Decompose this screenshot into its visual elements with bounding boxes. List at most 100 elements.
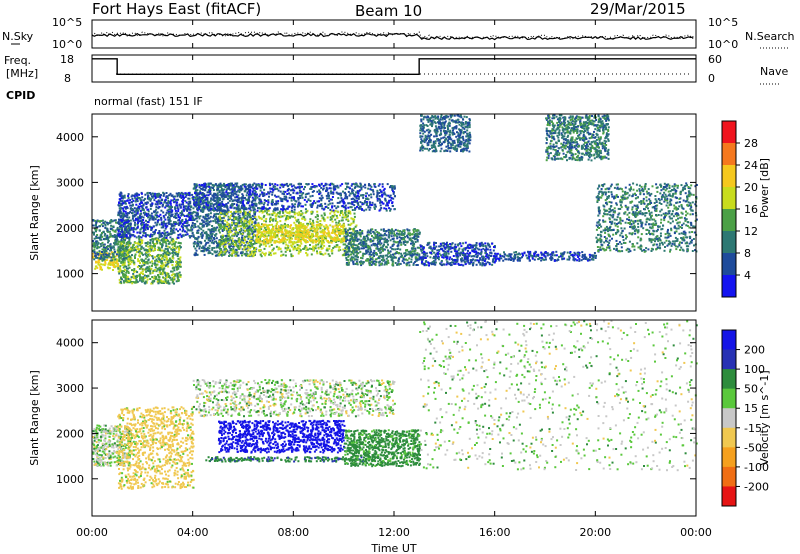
- echo-cell: [159, 243, 162, 246]
- echo-cell: [111, 252, 114, 255]
- echo-cell: [235, 216, 238, 219]
- echo-cell: [245, 208, 248, 211]
- echo-cell: [178, 265, 181, 268]
- echo-cell: [110, 224, 113, 227]
- echo-cell: [125, 221, 128, 224]
- echo-cell: [234, 182, 237, 185]
- echo-cell: [160, 268, 163, 271]
- echo-cell: [130, 276, 133, 279]
- echo-cell: [315, 224, 318, 226]
- echo-cell: [293, 213, 296, 216]
- echo-cell: [272, 228, 275, 231]
- echo-cell: [155, 258, 158, 261]
- echo-cell: [174, 200, 177, 203]
- echo-cell: [284, 224, 287, 227]
- echo-cell: [198, 207, 201, 210]
- echo-cell: [338, 246, 341, 249]
- echo-cell: [137, 217, 140, 220]
- echo-cell: [168, 251, 171, 254]
- echo-cell: [218, 197, 221, 199]
- echo-cell: [265, 217, 268, 220]
- echo-cell: [152, 217, 154, 220]
- echo-cell: [247, 188, 250, 191]
- echo-cell: [357, 192, 360, 195]
- echo-cell: [322, 185, 325, 187]
- echo-cell: [152, 238, 155, 241]
- echo-cell: [114, 219, 117, 222]
- echo-cell: [391, 188, 394, 191]
- echo-cell: [160, 223, 163, 226]
- echo-cell: [117, 243, 120, 246]
- echo-cell: [203, 201, 206, 204]
- echo-cell: [353, 204, 356, 207]
- echo-cell: [100, 238, 103, 241]
- echo-cell: [388, 196, 391, 199]
- echo-cell: [96, 240, 99, 243]
- echo-cell: [334, 218, 337, 221]
- echo-cell: [301, 234, 304, 237]
- echo-cell: [244, 213, 247, 216]
- echo-cell: [344, 209, 347, 212]
- echo-cell: [325, 235, 328, 238]
- echo-cell: [209, 251, 212, 254]
- echo-cell: [121, 227, 124, 230]
- echo-cell: [120, 212, 123, 215]
- echo-cell: [326, 249, 329, 252]
- echo-cell: [300, 210, 303, 212]
- echo-cell: [138, 207, 141, 210]
- echo-cell: [147, 250, 150, 253]
- echo-cell: [298, 227, 300, 230]
- echo-cell: [272, 185, 275, 188]
- echo-cell: [186, 233, 189, 236]
- echo-cell: [171, 252, 174, 255]
- echo-cell: [100, 223, 103, 226]
- echo-cell: [198, 186, 201, 189]
- echo-cell: [282, 225, 285, 227]
- echo-cell: [221, 203, 224, 205]
- echo-cell: [208, 251, 211, 254]
- echo-cell: [263, 188, 266, 191]
- echo-cell: [254, 199, 257, 202]
- echo-cell: [181, 212, 184, 215]
- echo-cell: [239, 225, 242, 228]
- echo-cell: [208, 223, 211, 226]
- echo-cell: [273, 236, 276, 239]
- echo-cell: [229, 245, 232, 248]
- echo-cell: [143, 224, 146, 226]
- echo-cell: [158, 194, 161, 197]
- echo-cell: [390, 197, 393, 199]
- echo-cell: [292, 247, 295, 250]
- echo-cell: [131, 217, 134, 220]
- echo-cell: [188, 205, 191, 208]
- echo-cell: [329, 182, 332, 185]
- echo-cell: [170, 230, 173, 233]
- echo-cell: [145, 254, 148, 257]
- echo-cell: [347, 206, 350, 209]
- echo-cell: [235, 207, 238, 210]
- echo-cell: [217, 206, 219, 209]
- echo-cell: [194, 217, 197, 220]
- echo-cell: [386, 201, 389, 204]
- echo-cell: [281, 233, 284, 236]
- echo-cell: [249, 227, 252, 230]
- echo-cell: [122, 276, 125, 278]
- echo-cell: [150, 229, 153, 231]
- echo-cell: [189, 205, 192, 208]
- echo-cell: [127, 230, 130, 233]
- echo-cell: [338, 239, 341, 242]
- echo-cell: [113, 248, 116, 251]
- echo-cell: [244, 217, 247, 220]
- echo-cell: [118, 225, 121, 228]
- echo-cell: [295, 236, 298, 239]
- echo-cell: [224, 223, 227, 226]
- echo-cell: [148, 219, 151, 222]
- echo-cell: [198, 217, 201, 220]
- echo-cell: [365, 201, 368, 203]
- echo-cell: [279, 186, 282, 189]
- echo-cell: [172, 239, 175, 242]
- echo-cell: [142, 273, 144, 275]
- echo-cell: [151, 247, 154, 249]
- echo-cell: [121, 196, 124, 199]
- echo-cell: [335, 185, 338, 188]
- echo-cell: [214, 227, 217, 230]
